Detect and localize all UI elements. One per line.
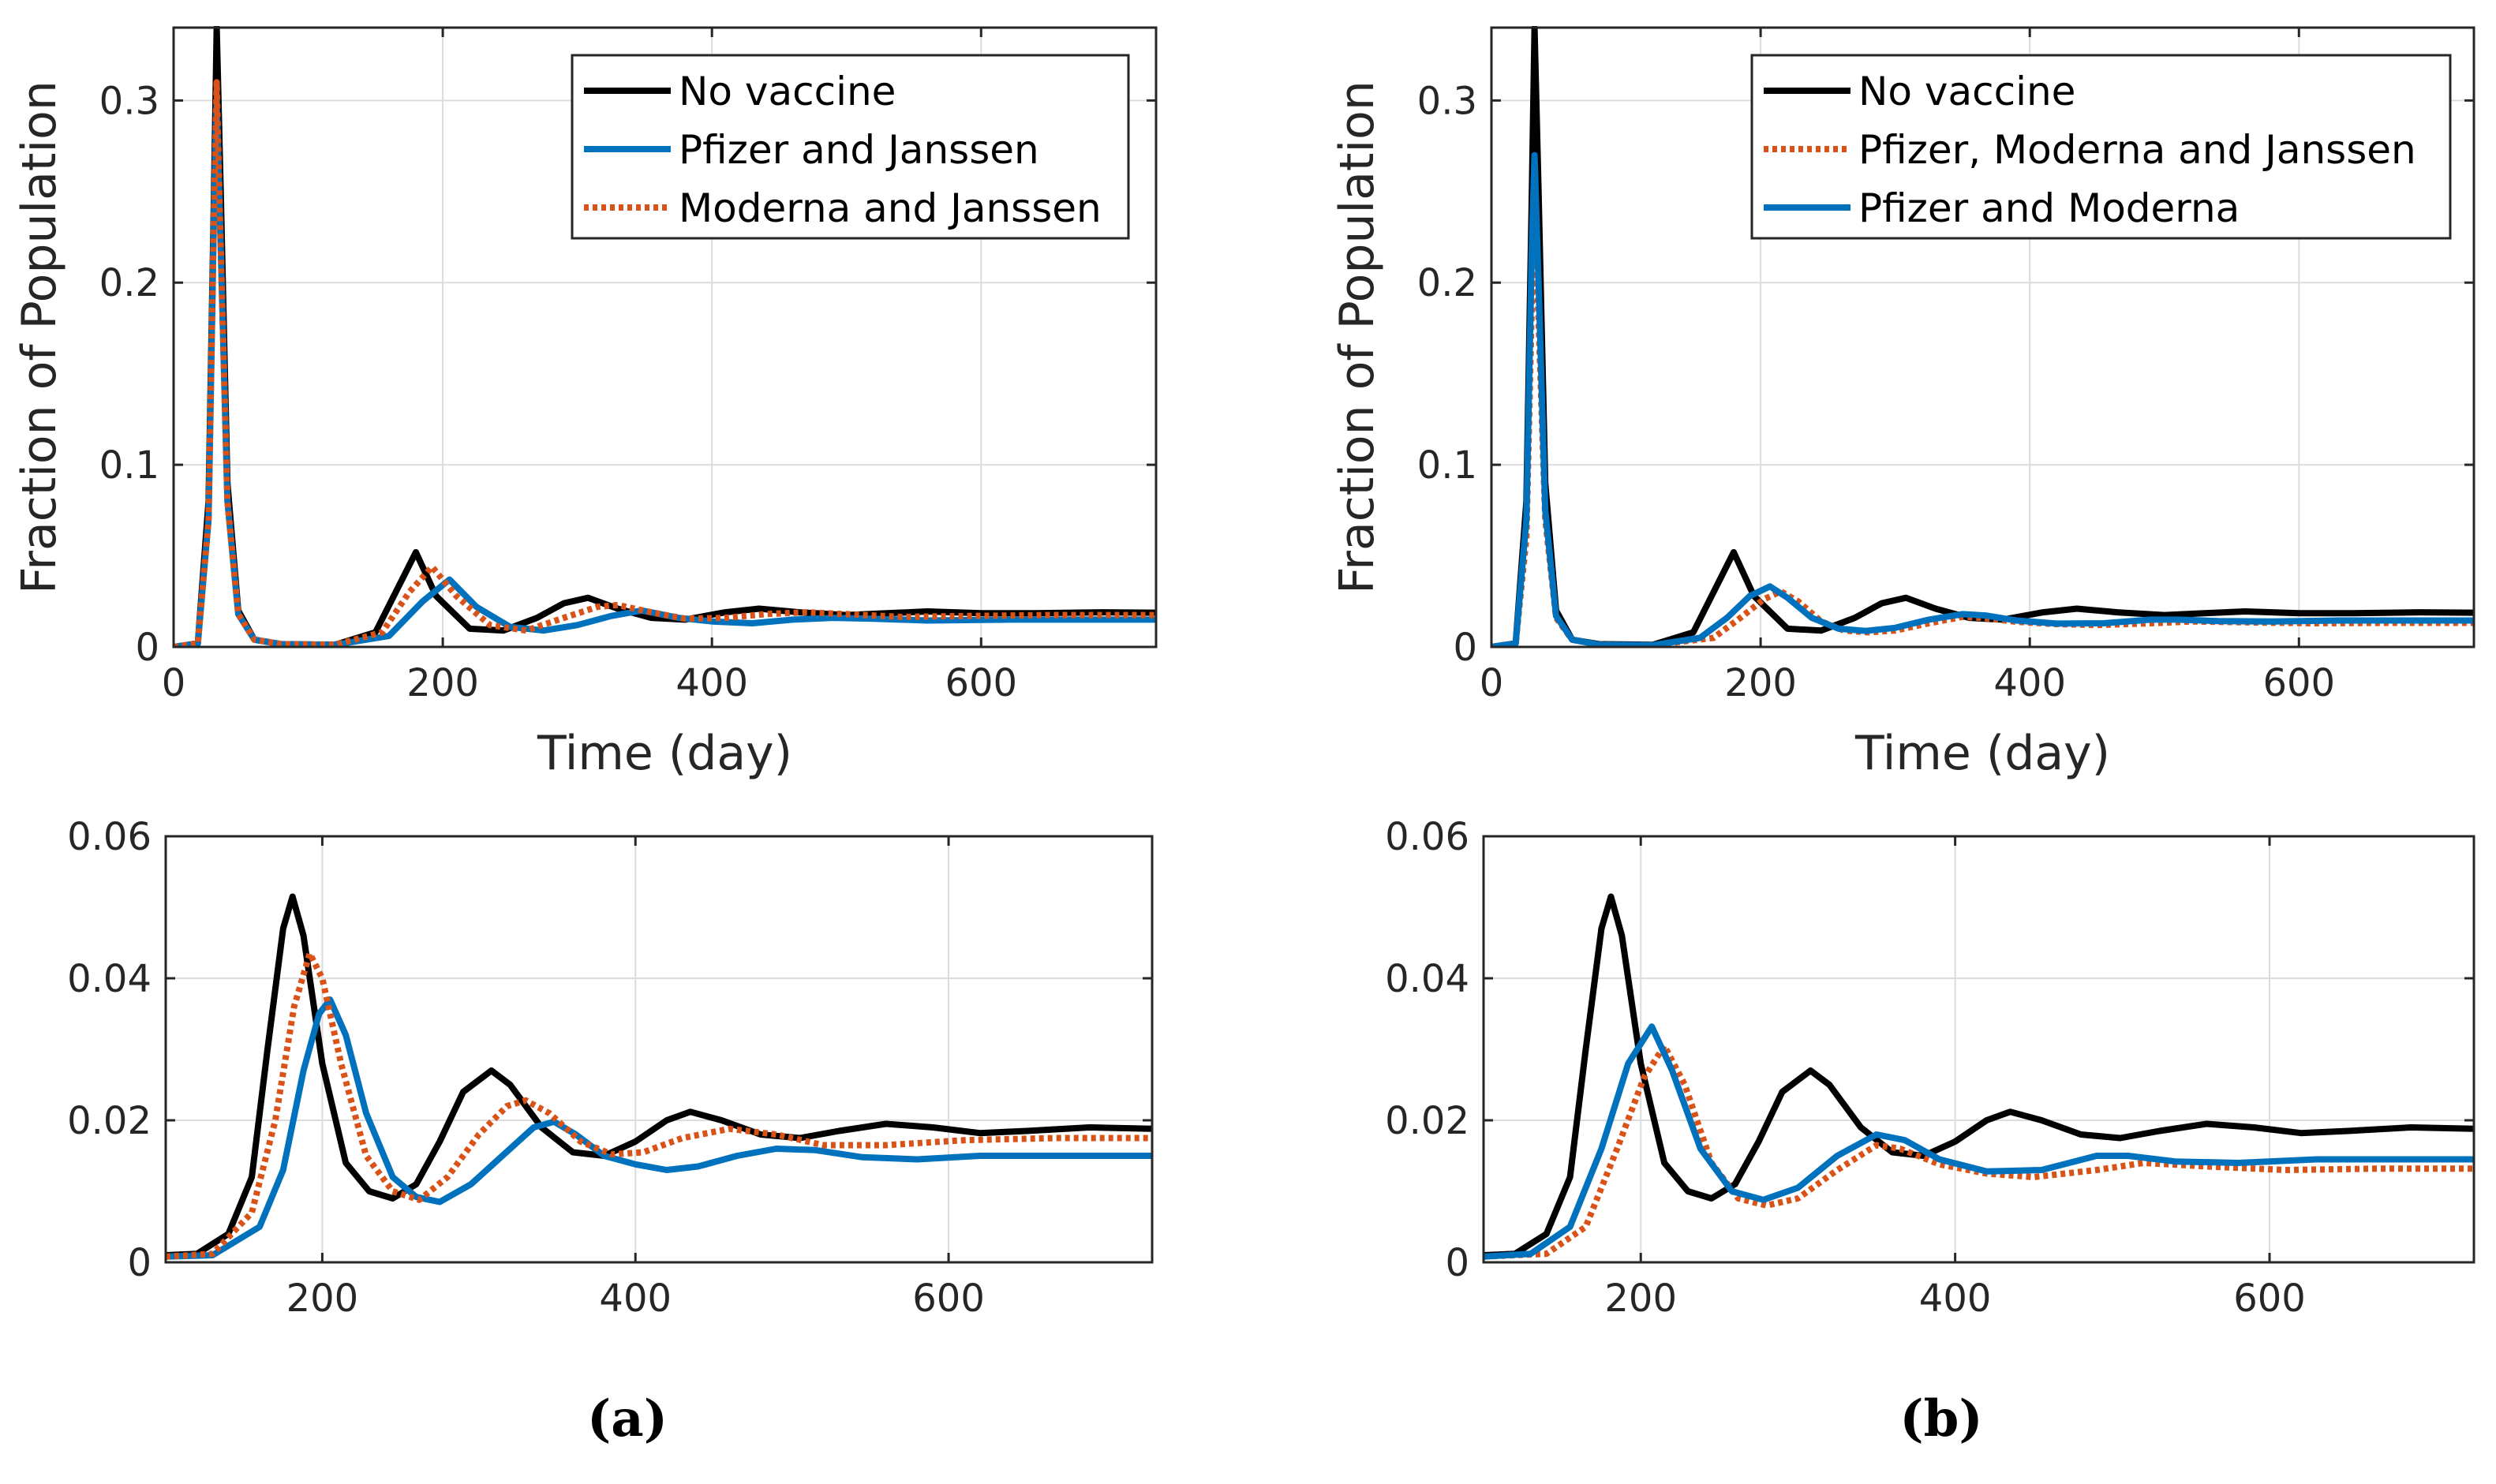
chart-b-bottom: 200 400 600 0 0.02 0.04 0.06 — [1385, 815, 2475, 1321]
series-line — [1484, 1042, 2474, 1260]
y-tick-label: 0.02 — [1385, 1099, 1469, 1143]
x-tick-label: 0 — [162, 661, 186, 705]
plot-area — [1484, 836, 2474, 1262]
legend-label: No vaccine — [1858, 69, 2075, 114]
y-tick-label: 0.2 — [99, 261, 159, 305]
plot-area — [166, 836, 1152, 1262]
caption-b: (b) — [1899, 1389, 1982, 1448]
x-tick-label: 400 — [675, 661, 748, 705]
x-tick-label: 600 — [2262, 661, 2335, 705]
legend-label: No vaccine — [679, 69, 896, 114]
legend: No vaccine Pfizer and Janssen Moderna and … — [571, 54, 1130, 240]
x-tick-label: 600 — [945, 661, 1017, 705]
series-line — [174, 97, 1156, 647]
x-tick-label: 600 — [2233, 1277, 2306, 1321]
x-tick-label: 200 — [286, 1277, 359, 1321]
y-tick-label: 0.04 — [1385, 957, 1469, 1001]
x-tick-label: 200 — [406, 661, 479, 705]
chart-a-top: 0 200 400 600 0 0.1 0.2 0.3 Time (day) Fraction o… — [12, 26, 1158, 781]
x-axis-label: Time (day) — [537, 726, 792, 781]
legend-label: Moderna and Janssen — [679, 185, 1102, 231]
legend-label: Pfizer and Moderna — [1858, 185, 2240, 231]
chart-b-top: 0 200 400 600 0 0.1 0.2 0.3 Time (day) Fraction o… — [1330, 26, 2475, 781]
y-tick-label: 0 — [135, 626, 159, 670]
y-tick-label: 0 — [1453, 626, 1477, 670]
legend-label: Pfizer, Moderna and Janssen — [1858, 127, 2416, 173]
plot-frame — [164, 835, 1154, 1264]
plot-frame — [1482, 835, 2475, 1264]
x-axis-label: Time (day) — [1854, 726, 2110, 781]
series-line — [174, 79, 1156, 647]
x-tick-label: 400 — [1993, 661, 2066, 705]
series-line — [1484, 893, 2474, 1258]
y-tick-label: 0.3 — [1417, 79, 1477, 123]
y-tick-label: 0.02 — [67, 1099, 152, 1143]
series-line — [1491, 151, 2474, 647]
legend-label: Pfizer and Janssen — [679, 127, 1039, 173]
series-line — [166, 950, 1152, 1260]
y-tick-label: 0 — [127, 1241, 152, 1285]
series-line — [1484, 1023, 2474, 1260]
x-tick-label: 0 — [1480, 661, 1504, 705]
y-tick-label: 0 — [1445, 1241, 1469, 1285]
x-tick-label: 400 — [1919, 1277, 1992, 1321]
plot-frame — [172, 26, 1158, 649]
legend-box — [1750, 54, 2452, 240]
y-tick-label: 0.2 — [1417, 261, 1477, 305]
y-tick-label: 0.04 — [67, 957, 152, 1001]
x-tick-label: 400 — [599, 1277, 672, 1321]
y-tick-label: 0.06 — [67, 815, 152, 859]
caption-a: (a) — [587, 1389, 668, 1448]
series-line — [166, 893, 1152, 1258]
chart-a-bottom: 200 400 600 0 0.02 0.04 0.06 — [67, 815, 1154, 1321]
plot-frame — [1490, 26, 2475, 649]
series-line — [166, 996, 1152, 1260]
y-axis-label: Fraction of Population — [1330, 80, 1385, 594]
y-axis-label: Fraction of Population — [12, 80, 67, 594]
y-tick-label: 0.3 — [99, 79, 159, 123]
x-tick-label: 200 — [1724, 661, 1797, 705]
legend: No vaccine Pfizer, Moderna and Janssen Pfi… — [1750, 54, 2452, 240]
y-tick-label: 0.06 — [1385, 815, 1469, 859]
y-tick-label: 0.1 — [99, 443, 159, 488]
x-tick-label: 200 — [1604, 1277, 1677, 1321]
x-tick-label: 600 — [912, 1277, 985, 1321]
y-tick-label: 0.1 — [1417, 443, 1477, 488]
